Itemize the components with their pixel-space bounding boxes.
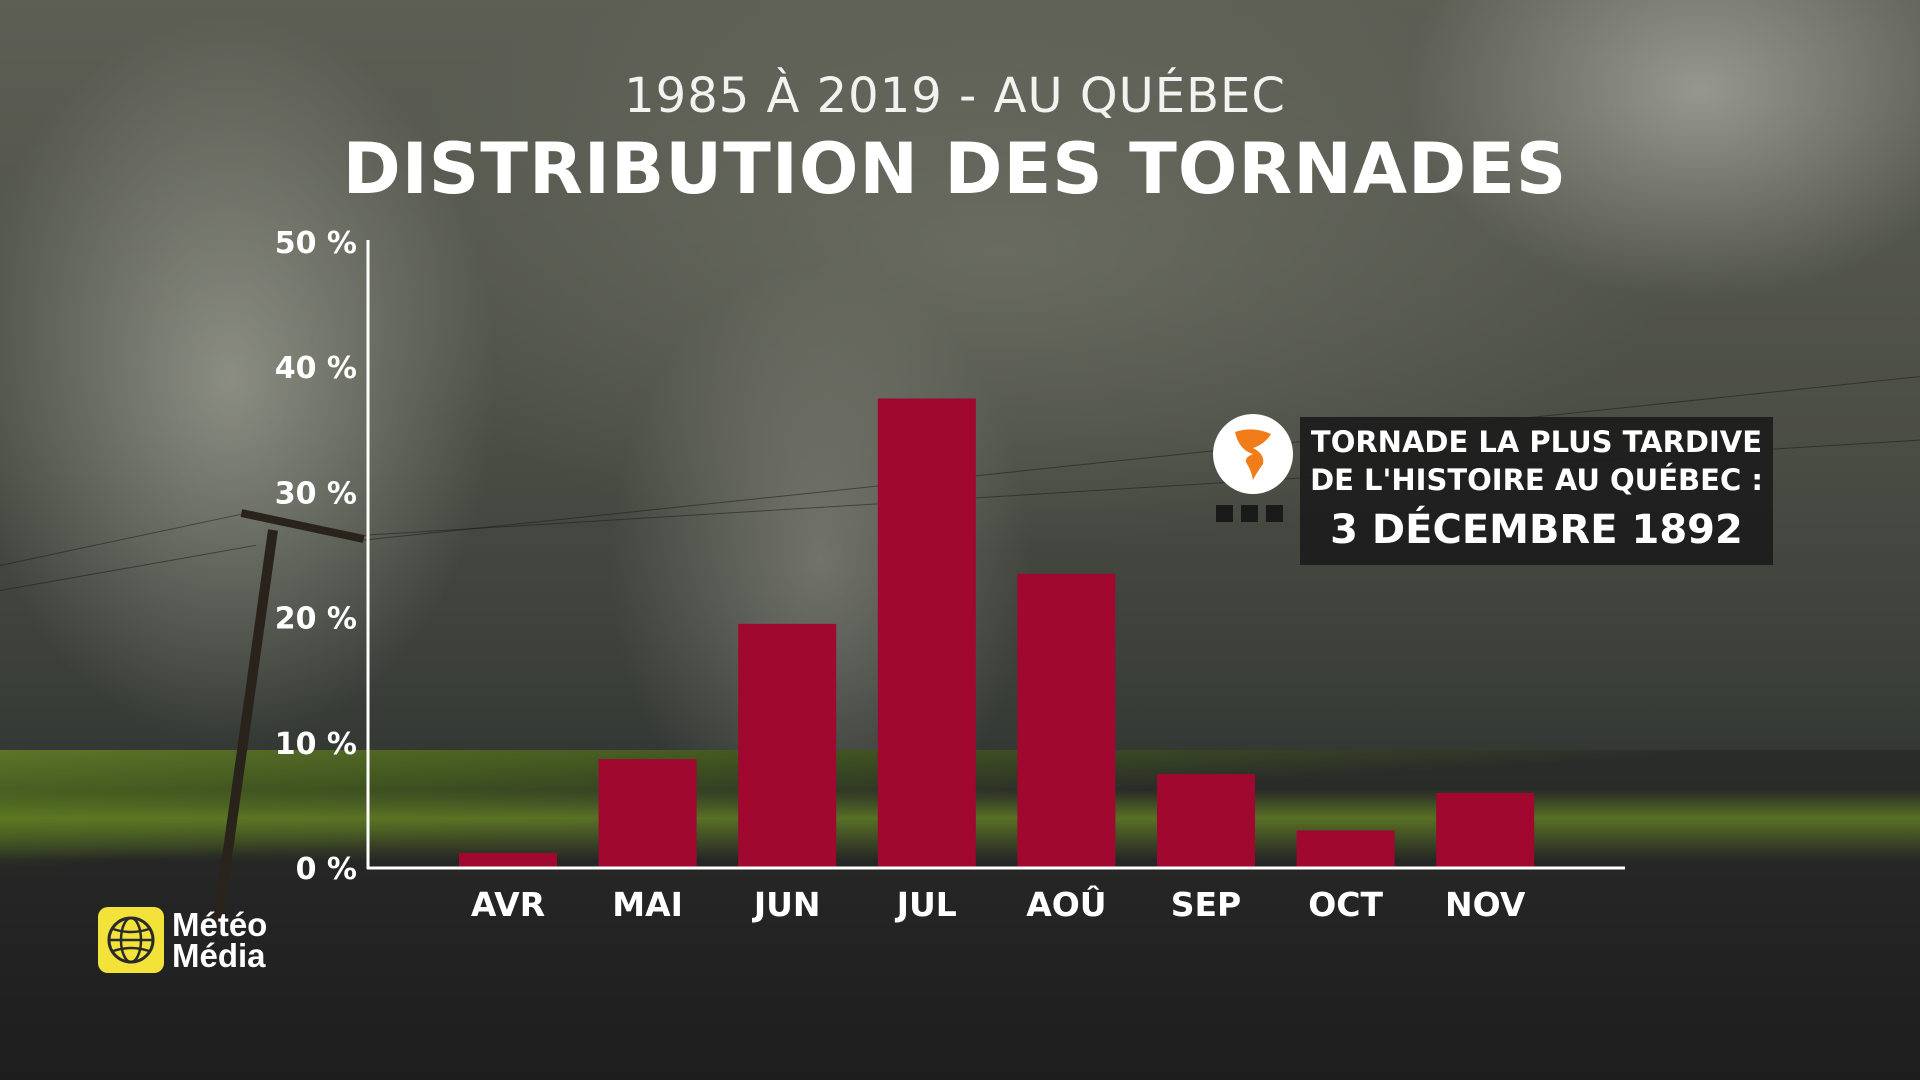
callout-box: TORNADE LA PLUS TARDIVE DE L'HISTOIRE AU… (1300, 417, 1773, 565)
bar-1 (459, 852, 557, 868)
y-tick-label: 40 % (275, 351, 357, 386)
x-category-label: MAI (612, 885, 683, 924)
bar-7 (1296, 830, 1395, 868)
logo-line-2: Média (172, 937, 266, 974)
y-tick-label: 50 % (275, 226, 357, 261)
logo-text: Météo Média (172, 906, 268, 974)
tornado-icon (1235, 429, 1271, 480)
y-tick-label: 20 % (275, 602, 357, 637)
chart-title: DISTRIBUTION DES TORNADES (342, 128, 1568, 210)
y-tick-label: 0 % (296, 852, 357, 887)
pointer-dot (1241, 505, 1258, 522)
bar-3 (738, 623, 837, 868)
x-category-label: JUN (752, 885, 821, 924)
logo-globe-icon (98, 907, 164, 973)
pointer-dot (1216, 505, 1233, 522)
bar-2 (598, 759, 697, 868)
x-category-label: SEP (1171, 885, 1242, 924)
y-tick-label: 30 % (275, 476, 357, 511)
callout-pointer-dots (1216, 505, 1291, 526)
tornado-badge (1213, 414, 1293, 494)
bar-8 (1436, 792, 1535, 868)
callout-date: 3 DÉCEMBRE 1892 (1330, 507, 1743, 553)
bar-5 (1017, 573, 1116, 868)
chart-subtitle: 1985 À 2019 - AU QUÉBEC (624, 68, 1286, 124)
callout-line-1: TORNADE LA PLUS TARDIVE (1310, 425, 1763, 459)
bar-4 (877, 398, 976, 868)
bar-6 (1157, 774, 1255, 868)
x-category-label: JUL (895, 885, 957, 924)
x-category-label: AOÛ (1026, 884, 1106, 924)
x-category-label: AVR (471, 885, 545, 924)
y-tick-label: 10 % (275, 727, 357, 762)
callout-line-2: DE L'HISTOIRE AU QUÉBEC : (1310, 463, 1763, 497)
pointer-dot (1266, 505, 1283, 522)
logo-line-1: Météo (172, 906, 268, 943)
x-category-label: OCT (1308, 885, 1383, 924)
x-category-label: NOV (1445, 885, 1526, 924)
